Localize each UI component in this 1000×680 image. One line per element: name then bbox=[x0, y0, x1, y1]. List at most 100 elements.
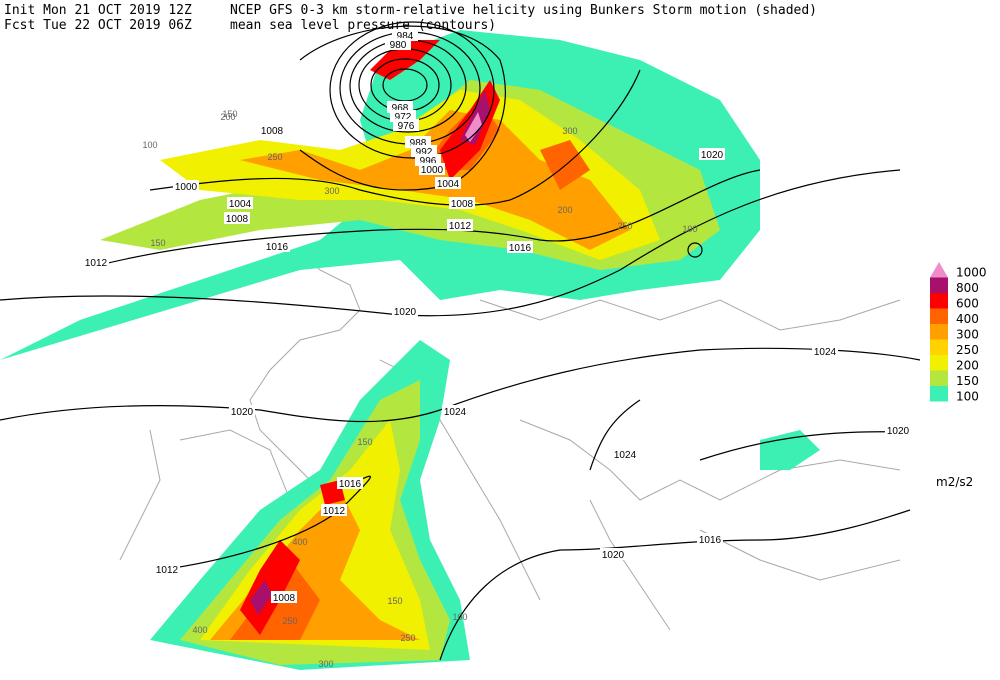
shading-label: 300 bbox=[562, 126, 577, 136]
shading-label: 150 bbox=[222, 109, 237, 119]
helicity-shading-part bbox=[540, 140, 590, 190]
contour-label-bg bbox=[419, 163, 445, 175]
legend-swatch bbox=[930, 386, 948, 402]
legend-swatch bbox=[930, 355, 948, 371]
contour-label: 1012 bbox=[449, 221, 472, 232]
pressure-contours-part bbox=[159, 475, 371, 571]
legend-swatch bbox=[930, 370, 948, 386]
contour-label: 1004 bbox=[437, 179, 460, 190]
helicity-shading-part bbox=[250, 580, 272, 615]
shading-labels: 1001502002503001502503002001001502504003… bbox=[142, 109, 697, 669]
shading-label: 250 bbox=[267, 152, 282, 162]
contour-label-bg bbox=[449, 197, 475, 209]
coastline-part bbox=[119, 429, 161, 561]
contour-label: 1012 bbox=[85, 258, 108, 269]
shading-label: 300 bbox=[324, 186, 339, 196]
contour-label: 1008 bbox=[273, 593, 296, 604]
contour-label-bg bbox=[885, 424, 911, 436]
contour-label-bg bbox=[227, 197, 253, 209]
contour-label: 1016 bbox=[509, 243, 532, 254]
helicity-shading-part bbox=[240, 540, 300, 635]
legend-swatch bbox=[930, 324, 948, 340]
contour-label: 1020 bbox=[602, 550, 625, 561]
coastline-part bbox=[699, 529, 901, 581]
contour-label: 972 bbox=[395, 112, 412, 123]
pressure-contours-part bbox=[0, 347, 921, 423]
contour-labels: 9849809689729769889929961000100410081012… bbox=[83, 29, 911, 604]
contour-label: 996 bbox=[420, 156, 437, 167]
contour-label-bg bbox=[229, 405, 255, 417]
contour-label-bg bbox=[600, 548, 626, 560]
pressure-contours-part bbox=[0, 169, 901, 317]
contour-label: 1008 bbox=[226, 214, 249, 225]
legend-label: 1000 bbox=[956, 266, 987, 280]
legend-label: 600 bbox=[956, 297, 979, 311]
pressure-contours-part bbox=[299, 25, 506, 191]
legend-label: 200 bbox=[956, 359, 979, 373]
contour-label-bg bbox=[392, 305, 418, 317]
shading-label: 250 bbox=[400, 633, 415, 643]
contour-label: 1012 bbox=[323, 506, 346, 517]
contour-label-bg bbox=[393, 119, 419, 131]
contour-label-bg bbox=[224, 212, 250, 224]
contour-label-bg bbox=[447, 219, 473, 231]
contour-label-bg bbox=[271, 591, 297, 603]
forecast-time: Fcst Tue 22 OCT 2019 06Z bbox=[4, 18, 192, 33]
contour-label-bg bbox=[812, 345, 838, 357]
contour-label: 968 bbox=[392, 103, 409, 114]
shading-label: 150 bbox=[357, 437, 372, 447]
contour-label-bg bbox=[612, 448, 638, 460]
contour-label: 1024 bbox=[614, 450, 637, 461]
contour-label: 1016 bbox=[266, 242, 289, 253]
contour-label: 1016 bbox=[699, 535, 722, 546]
map-title: NCEP GFS 0-3 km storm-relative helicity … bbox=[230, 3, 817, 18]
legend-label: 400 bbox=[956, 312, 979, 326]
contour-label: 1008 bbox=[261, 126, 284, 137]
shading-label: 100 bbox=[142, 140, 157, 150]
legend-swatch bbox=[930, 293, 948, 309]
pressure-contours-part bbox=[149, 69, 641, 206]
shading-label: 150 bbox=[150, 238, 165, 248]
helicity-shading-part bbox=[465, 112, 482, 142]
contour-label: 1008 bbox=[451, 199, 474, 210]
contour-label: 1004 bbox=[229, 199, 252, 210]
shading-label: 250 bbox=[617, 221, 632, 231]
contour-label-bg bbox=[435, 177, 461, 189]
pressure-contours-part bbox=[439, 509, 911, 661]
contour-label-bg bbox=[154, 563, 180, 575]
contour-label: 1020 bbox=[394, 307, 417, 318]
coastline-part bbox=[249, 249, 361, 491]
contour-label-bg bbox=[507, 241, 533, 253]
contour-label: 984 bbox=[397, 31, 414, 42]
contour-label: 1024 bbox=[814, 347, 837, 358]
legend-label: 800 bbox=[956, 281, 979, 295]
pressure-contours-part bbox=[329, 21, 495, 159]
shading-label: 400 bbox=[292, 537, 307, 547]
contour-label-bg bbox=[264, 240, 290, 252]
map-subtitle: mean sea level pressure (contours) bbox=[230, 18, 496, 33]
shading-label: 100 bbox=[682, 224, 697, 234]
legend-label: 150 bbox=[956, 374, 979, 388]
contour-label: 1020 bbox=[887, 426, 910, 437]
contour-label: 988 bbox=[410, 138, 427, 149]
contour-label: 1000 bbox=[421, 165, 444, 176]
contour-label: 976 bbox=[398, 121, 415, 132]
contour-label-bg bbox=[699, 148, 725, 160]
helicity-shading-part bbox=[760, 430, 820, 470]
shading-label: 300 bbox=[318, 659, 333, 669]
legend-label: 100 bbox=[956, 390, 979, 404]
contour-label: 1000 bbox=[175, 182, 198, 193]
contour-label-bg bbox=[385, 38, 411, 50]
contour-label: 1020 bbox=[231, 407, 254, 418]
contour-label-bg bbox=[442, 405, 468, 417]
legend-label: 250 bbox=[956, 343, 979, 357]
shading-label: 200 bbox=[557, 205, 572, 215]
legend-swatch bbox=[930, 262, 948, 278]
contour-label-bg bbox=[173, 180, 199, 192]
contour-label: 1020 bbox=[701, 150, 724, 161]
contour-label-bg bbox=[83, 256, 109, 268]
contour-label: 992 bbox=[416, 147, 433, 158]
legend-swatch bbox=[930, 339, 948, 355]
